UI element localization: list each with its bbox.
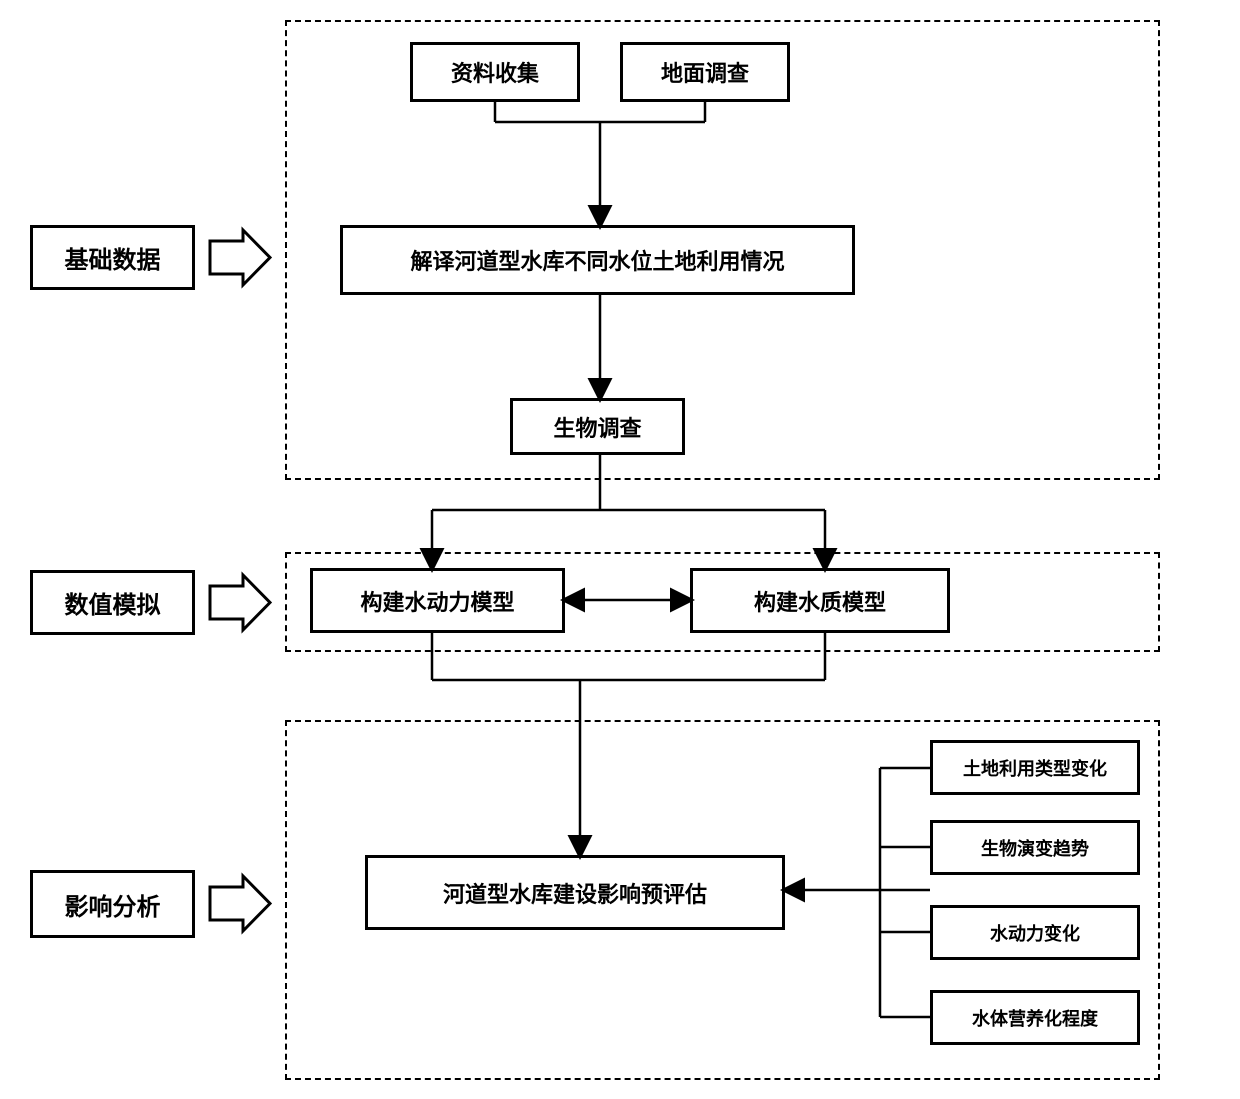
box-biological-survey: 生物调查 bbox=[510, 398, 685, 455]
box-hydrodynamic-model: 构建水动力模型 bbox=[310, 568, 565, 633]
box-output-bio-trend: 生物演变趋势 bbox=[930, 820, 1140, 875]
box-data-collection: 资料收集 bbox=[410, 42, 580, 102]
stage-label-numerical-sim: 数值模拟 bbox=[30, 570, 195, 635]
box-water-quality-model: 构建水质模型 bbox=[690, 568, 950, 633]
stage-label-basic-data: 基础数据 bbox=[30, 225, 195, 290]
box-ground-survey: 地面调查 bbox=[620, 42, 790, 102]
box-output-landuse-change: 土地利用类型变化 bbox=[930, 740, 1140, 795]
box-output-eutrophication: 水体营养化程度 bbox=[930, 990, 1140, 1045]
box-interpret-landuse: 解译河道型水库不同水位土地利用情况 bbox=[340, 225, 855, 295]
box-impact-assessment: 河道型水库建设影响预评估 bbox=[365, 855, 785, 930]
box-output-hydro-change: 水动力变化 bbox=[930, 905, 1140, 960]
stage-label-impact-analysis: 影响分析 bbox=[30, 870, 195, 938]
